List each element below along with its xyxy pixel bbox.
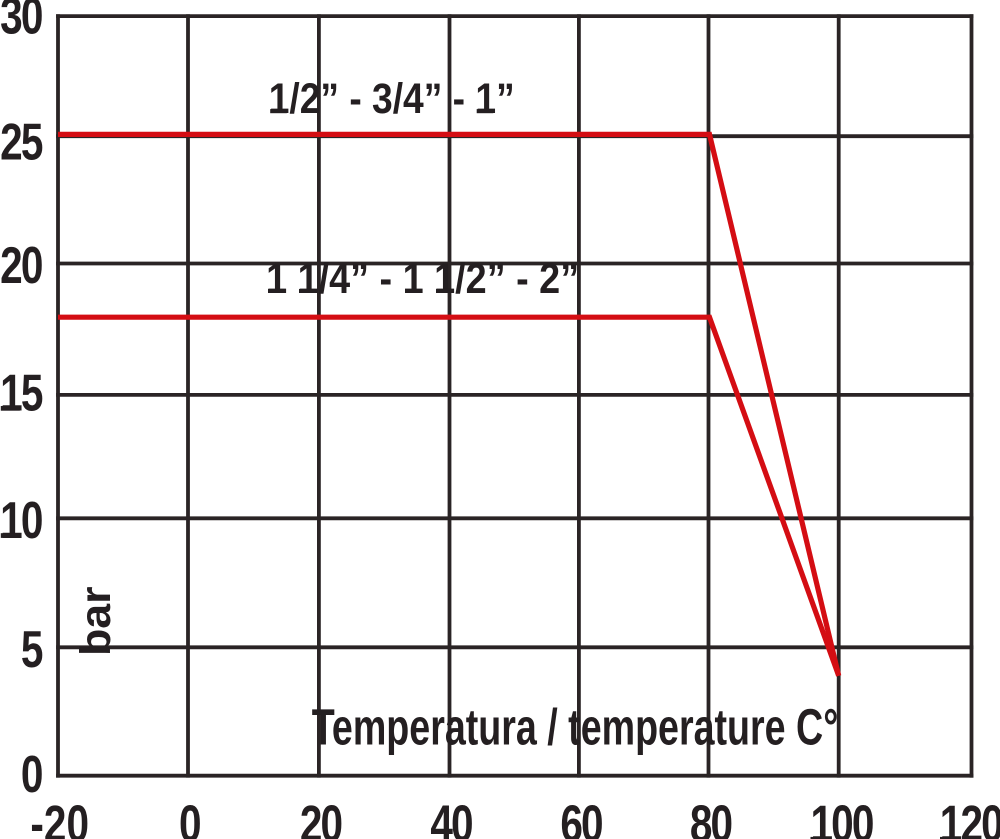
svg-text:bar: bar (72, 586, 120, 656)
svg-text:20: 20 (300, 795, 342, 839)
svg-text:40: 40 (430, 795, 472, 839)
svg-text:0: 0 (179, 795, 201, 839)
svg-text:100: 100 (810, 795, 873, 839)
svg-text:15: 15 (0, 364, 42, 422)
svg-text:60: 60 (560, 795, 602, 839)
svg-text:1/2” - 3/4” - 1”: 1/2” - 3/4” - 1” (269, 75, 515, 123)
svg-text:10: 10 (0, 491, 42, 549)
svg-text:Temperatura / temperature C°: Temperatura / temperature C° (312, 699, 839, 756)
svg-text:-20: -20 (30, 795, 89, 839)
svg-text:20: 20 (0, 236, 42, 294)
svg-text:0: 0 (21, 745, 43, 803)
svg-text:80: 80 (690, 795, 732, 839)
svg-text:1 1/4” - 1 1/2” - 2”: 1 1/4” - 1 1/2” - 2” (266, 255, 579, 303)
svg-text:30: 30 (0, 0, 42, 45)
svg-text:120: 120 (940, 795, 1000, 839)
svg-text:5: 5 (21, 620, 43, 678)
svg-text:25: 25 (0, 113, 42, 171)
